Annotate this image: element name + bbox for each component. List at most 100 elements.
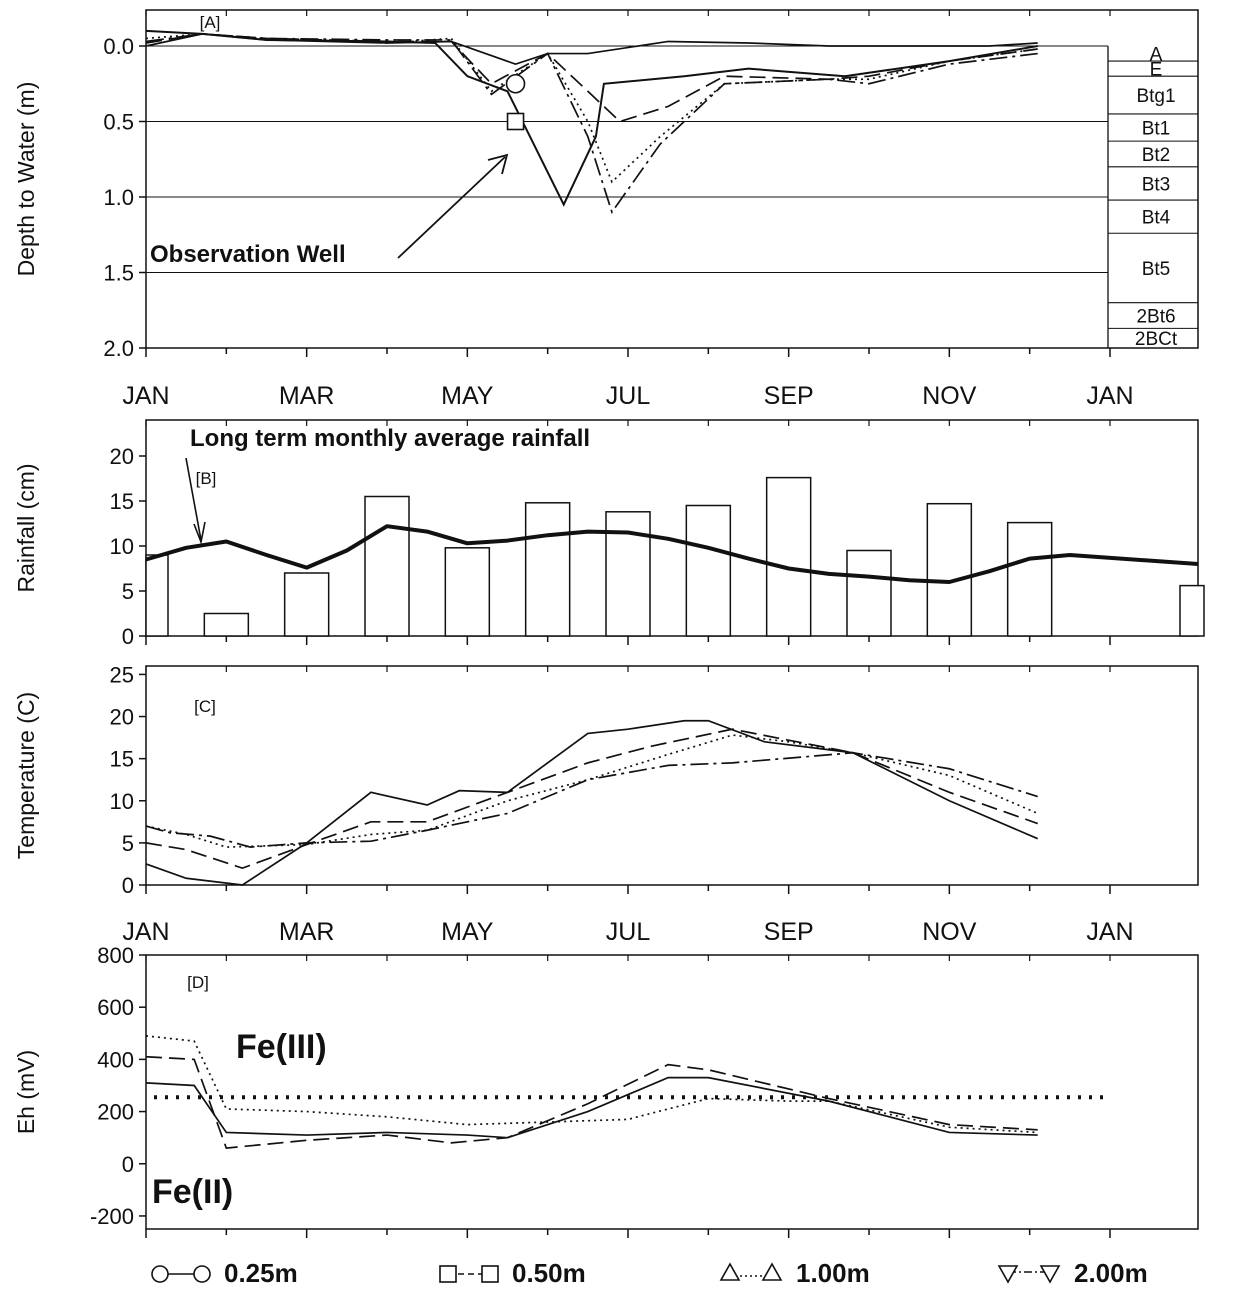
x-tick-label-C: SEP bbox=[764, 918, 814, 946]
rainfall-bar bbox=[685, 504, 732, 637]
rainfall-bar bbox=[1179, 584, 1205, 637]
y-tick-label-C: 0 bbox=[122, 873, 134, 898]
fe-ii-label: Fe(II) bbox=[152, 1173, 233, 1211]
legend-triangle-down-marker-icon bbox=[997, 1264, 1061, 1284]
y-tick-label-D: 800 bbox=[97, 943, 134, 968]
rainfall-bar bbox=[364, 495, 410, 637]
x-tick-label-A: JAN bbox=[1086, 382, 1133, 410]
y-tick-label-B: 15 bbox=[110, 489, 134, 514]
legend-label: 0.50m bbox=[512, 1258, 586, 1288]
panel-label-B: [B] bbox=[196, 469, 217, 488]
y-axis-label-C: Temperature (C) bbox=[13, 692, 39, 859]
rainfall-arrowhead bbox=[193, 521, 206, 545]
horizon-label-Btg1: Btg1 bbox=[1136, 86, 1175, 107]
legend-item-2.00m: 2.00m bbox=[996, 1258, 1148, 1289]
horizon-label-2BCt: 2BCt bbox=[1135, 329, 1178, 350]
rainfall-bar bbox=[926, 502, 973, 637]
observation-well-annotation: Observation Well bbox=[150, 241, 346, 268]
marker-circle-A bbox=[505, 73, 526, 94]
x-tick-label-C: NOV bbox=[922, 918, 977, 946]
series-line-D-1.00m bbox=[145, 1035, 1038, 1134]
y-tick-label-B: 0 bbox=[122, 624, 134, 649]
rainfall-arrow bbox=[185, 457, 202, 541]
y-tick-label-B: 20 bbox=[110, 444, 134, 469]
y-tick-label-A: 0.0 bbox=[103, 34, 134, 59]
panel-label-C: [C] bbox=[194, 697, 216, 716]
y-tick-label-D: 400 bbox=[97, 1047, 134, 1072]
horizon-label-E: E bbox=[1150, 60, 1163, 81]
series-line-C-1.00m bbox=[145, 734, 1039, 848]
legend-circle-marker-icon bbox=[151, 1264, 211, 1283]
rainfall-bar bbox=[203, 612, 250, 637]
y-tick-label-C: 5 bbox=[122, 831, 134, 856]
series-line-D-0.50m bbox=[145, 1055, 1038, 1150]
y-tick-label-C: 20 bbox=[110, 705, 134, 730]
horizon-label-Bt5: Bt5 bbox=[1142, 259, 1171, 280]
x-tick-label-A: MAR bbox=[279, 382, 335, 410]
fe-iii-label: Fe(III) bbox=[236, 1028, 327, 1066]
series-line-A-1.00m bbox=[145, 33, 1038, 184]
series-line-A-observation-well bbox=[145, 29, 1038, 207]
x-tick-label-A: JUL bbox=[606, 382, 651, 410]
x-tick-label-C: JUL bbox=[606, 918, 651, 946]
marker-square-A bbox=[506, 112, 525, 131]
y-axis-label-D: Eh (mV) bbox=[13, 1050, 39, 1134]
panel-frame-D bbox=[145, 954, 1199, 1230]
legend-label: 0.25m bbox=[224, 1258, 298, 1288]
legend-item-1.00m: 1.00m bbox=[718, 1258, 870, 1289]
horizon-label-2Bt6: 2Bt6 bbox=[1136, 307, 1175, 328]
panel-frame-C bbox=[145, 665, 1199, 886]
x-tick-label-C: JAN bbox=[1086, 918, 1133, 946]
y-tick-label-A: 1.0 bbox=[103, 185, 134, 210]
y-tick-label-A: 1.5 bbox=[103, 261, 134, 286]
average-rainfall-line bbox=[145, 524, 1199, 584]
series-line-D-0.25m bbox=[145, 1076, 1038, 1139]
legend-item-0.25m: 0.25m bbox=[150, 1258, 298, 1289]
y-tick-label-D: 200 bbox=[97, 1100, 134, 1125]
series-line-C-0.50m bbox=[145, 728, 1038, 870]
annotation-arrow bbox=[397, 156, 506, 259]
x-tick-label-A: NOV bbox=[922, 382, 977, 410]
horizon-label-A: A bbox=[1150, 45, 1163, 66]
x-tick-label-C: MAY bbox=[441, 918, 494, 946]
horizon-label-Bt1: Bt1 bbox=[1142, 119, 1171, 140]
rainfall-bar bbox=[765, 476, 812, 637]
legend-label: 1.00m bbox=[796, 1258, 870, 1288]
x-tick-label-A: SEP bbox=[764, 382, 814, 410]
rainfall-bar bbox=[1006, 521, 1053, 637]
rainfall-bar bbox=[283, 572, 330, 637]
rainfall-bar bbox=[524, 502, 571, 637]
y-tick-label-C: 10 bbox=[110, 789, 134, 814]
series-line-A-0.50m bbox=[145, 33, 1038, 123]
series-line-C-2.00m bbox=[145, 751, 1038, 848]
legend: 0.25m 0.50m 1.00m 2.00m bbox=[0, 1258, 1234, 1302]
x-tick-label-A: JAN bbox=[122, 382, 169, 410]
panel-label-A: [A] bbox=[200, 13, 221, 32]
legend-item-0.50m: 0.50m bbox=[438, 1258, 586, 1289]
y-tick-label-C: 25 bbox=[110, 662, 134, 687]
panel-frame-B bbox=[145, 419, 1199, 637]
y-tick-label-A: 2.0 bbox=[103, 336, 134, 361]
x-tick-label-C: MAR bbox=[279, 918, 335, 946]
panel-label-D: [D] bbox=[187, 973, 209, 992]
average-rainfall-annotation: Long term monthly average rainfall bbox=[190, 425, 590, 452]
rainfall-bar bbox=[145, 554, 169, 637]
x-tick-label-C: JAN bbox=[122, 918, 169, 946]
x-tick-label-A: MAY bbox=[441, 382, 494, 410]
y-axis-label-B: Rainfall (cm) bbox=[13, 463, 39, 592]
panel-frame-A bbox=[145, 9, 1199, 349]
y-tick-label-D: 0 bbox=[122, 1152, 134, 1177]
y-tick-label-B: 10 bbox=[110, 534, 134, 559]
y-axis-label-A: Depth to Water (m) bbox=[13, 82, 39, 277]
legend-triangle-up-marker-icon bbox=[719, 1261, 783, 1281]
legend-square-marker-icon bbox=[439, 1264, 499, 1283]
series-line-A-2.00m bbox=[145, 33, 1038, 214]
y-tick-label-D: -200 bbox=[90, 1204, 134, 1229]
horizon-label-Bt4: Bt4 bbox=[1142, 208, 1171, 229]
legend-label: 2.00m bbox=[1074, 1258, 1148, 1288]
horizon-label-Bt3: Bt3 bbox=[1142, 174, 1171, 195]
horizon-label-Bt2: Bt2 bbox=[1142, 145, 1171, 166]
y-tick-label-A: 0.5 bbox=[103, 110, 134, 135]
y-tick-label-B: 5 bbox=[122, 579, 134, 604]
